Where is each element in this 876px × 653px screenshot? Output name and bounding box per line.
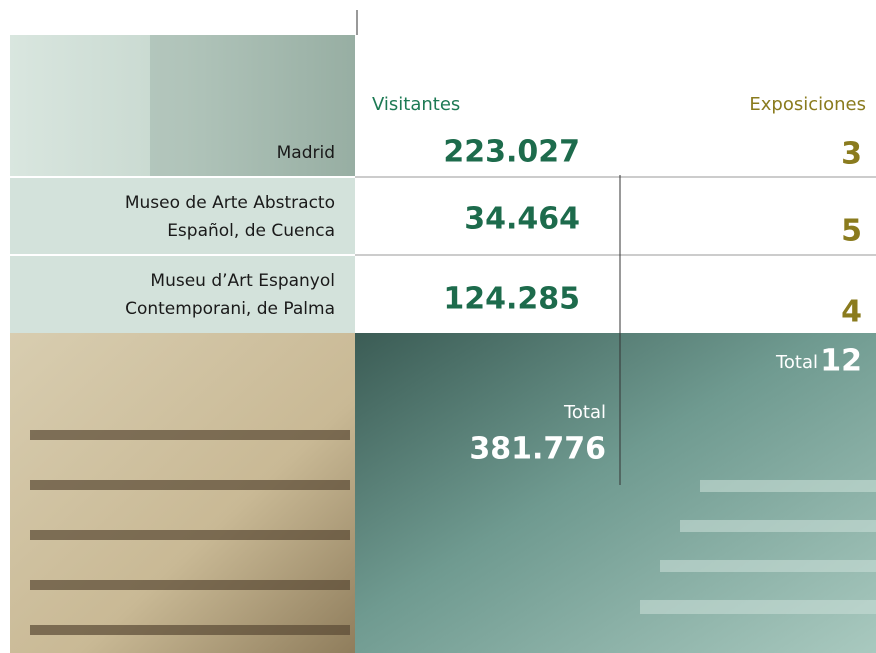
row-exhibitions: 5 <box>841 214 862 249</box>
total-label: Total <box>563 402 606 423</box>
infographic: Visitantes Exposiciones Madrid 223.027 3… <box>0 0 876 653</box>
total-visitors: 381.776 <box>469 432 606 467</box>
header-exhibitions: Exposiciones <box>749 94 866 115</box>
row-name: Español, de Cuenca <box>167 221 335 241</box>
photo-building-modern <box>10 333 355 653</box>
row-exhibitions: 4 <box>841 295 862 330</box>
total-label: Total <box>775 352 818 373</box>
total-exhibitions: 12 <box>820 344 862 379</box>
row-name: Madrid <box>277 143 335 163</box>
row-visitors: 34.464 <box>464 202 580 237</box>
header-visitors: Visitantes <box>372 94 460 115</box>
row-exhibitions: 3 <box>841 137 862 172</box>
row-bg <box>10 256 355 333</box>
row-bg <box>10 178 355 255</box>
row-name: Contemporani, de Palma <box>125 299 335 319</box>
row-visitors: 124.285 <box>443 282 580 317</box>
row-visitors: 223.027 <box>443 135 580 170</box>
row-name: Museu d’Art Espanyol <box>150 271 335 291</box>
row-name: Museo de Arte Abstracto <box>125 193 335 213</box>
